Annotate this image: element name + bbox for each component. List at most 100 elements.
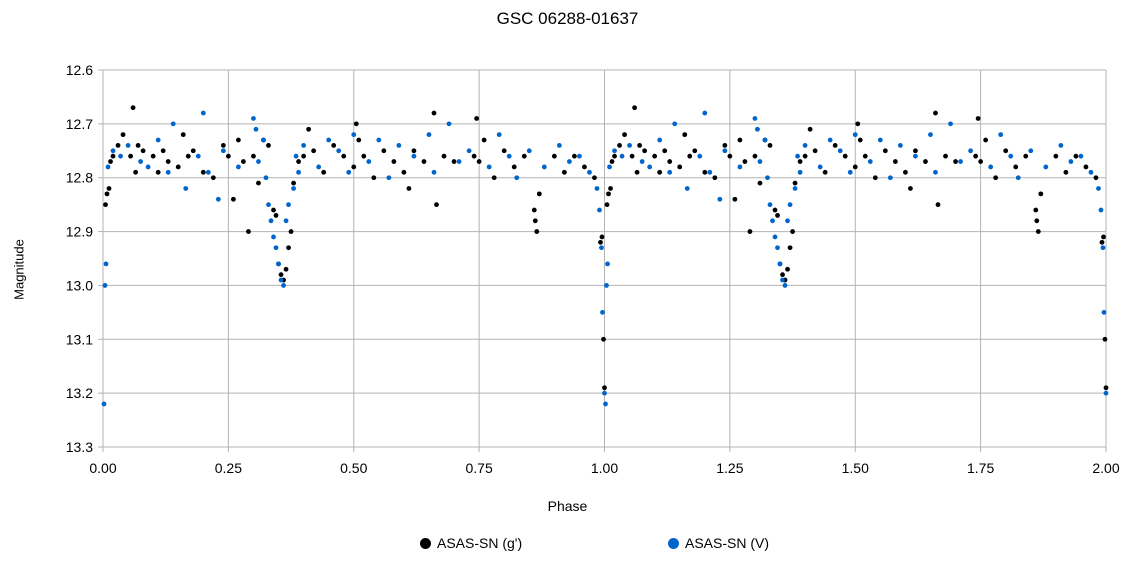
data-point-g: [534, 229, 540, 234]
data-point-v: [600, 309, 605, 315]
data-point-g: [601, 336, 606, 342]
data-point-g: [180, 132, 186, 138]
legend-label-g: ASAS-SN (g'): [437, 535, 523, 551]
data-point-v: [684, 186, 690, 191]
x-tick-label: 0.25: [215, 460, 242, 476]
data-point-g: [521, 153, 527, 159]
data-point-v: [266, 202, 271, 208]
data-point-g: [903, 169, 908, 175]
data-point-g: [606, 191, 611, 197]
data-point-g: [682, 132, 688, 138]
data-point-g: [291, 180, 296, 186]
data-point-g: [722, 143, 728, 148]
data-point-g: [130, 105, 136, 111]
data-point-g: [1038, 191, 1044, 197]
data-point-v: [541, 164, 547, 170]
data-point-v: [795, 153, 800, 159]
data-point-g: [190, 148, 196, 154]
data-point-g: [842, 153, 848, 159]
data-point-g: [612, 153, 617, 159]
x-tick-label: 2.00: [1092, 460, 1119, 476]
data-point-g: [266, 143, 271, 148]
data-point-v: [1068, 159, 1074, 164]
data-point-v: [968, 148, 973, 154]
data-point-g: [175, 164, 181, 170]
data-point-v: [200, 110, 206, 116]
data-point-g: [852, 164, 858, 170]
data-point-v: [251, 116, 256, 121]
data-point-g: [973, 153, 979, 159]
data-point-v: [672, 121, 678, 127]
data-point-v: [286, 202, 291, 208]
data-point-v: [446, 121, 452, 127]
data-point-g: [598, 239, 603, 245]
data-point-g: [511, 164, 517, 170]
data-point-g: [165, 159, 171, 164]
data-point-g: [855, 121, 861, 127]
data-point-g: [742, 159, 748, 164]
data-point-g: [1003, 148, 1009, 154]
data-point-v: [426, 132, 432, 138]
data-point-g: [993, 175, 999, 181]
data-point-v: [1100, 245, 1106, 251]
data-point-v: [376, 137, 382, 143]
data-point-g: [832, 143, 838, 148]
data-point-v: [762, 137, 768, 143]
data-point-g: [953, 159, 958, 164]
data-point-v: [456, 159, 462, 164]
data-point-g: [531, 207, 537, 213]
data-point-g: [943, 153, 948, 159]
data-point-v: [466, 148, 472, 154]
data-point-v: [263, 175, 269, 181]
data-point-v: [948, 121, 953, 127]
data-point-g: [1013, 164, 1019, 170]
data-point-g: [882, 148, 888, 154]
data-point-v: [928, 132, 933, 138]
data-point-v: [1078, 153, 1084, 159]
data-point-g: [712, 175, 718, 181]
data-point-v: [566, 159, 572, 164]
data-point-g: [288, 229, 294, 234]
data-point-g: [115, 143, 121, 148]
data-point-g: [160, 148, 166, 154]
data-point-v: [577, 153, 582, 159]
data-point-v: [215, 196, 221, 202]
data-point-v: [599, 245, 604, 251]
data-point-v: [667, 169, 673, 175]
y-tick-label: 12.9: [66, 224, 93, 240]
x-tick-label: 0.00: [89, 460, 116, 476]
data-point-g: [652, 153, 658, 159]
data-point-g: [321, 169, 327, 175]
legend-marker-icon: [668, 537, 679, 549]
data-point-v: [597, 207, 602, 213]
data-point-g: [637, 143, 643, 148]
data-point-v: [276, 261, 281, 267]
data-point-g: [872, 175, 878, 181]
data-point-g: [775, 213, 780, 218]
data-point-v: [817, 164, 823, 170]
data-point-v: [603, 401, 608, 407]
data-point-v: [138, 159, 144, 164]
data-point-v: [125, 143, 131, 148]
data-point-g: [1103, 385, 1109, 391]
data-point-g: [757, 180, 763, 186]
data-point-v: [765, 175, 770, 181]
data-point-g: [246, 229, 251, 234]
data-point-g: [780, 272, 785, 278]
data-point-g: [629, 153, 635, 159]
data-point-v: [1096, 186, 1101, 191]
data-point-g: [481, 137, 487, 143]
data-point-v: [797, 169, 803, 175]
y-tick-label: 13.2: [66, 385, 93, 401]
y-tick-label: 13.1: [66, 331, 93, 347]
data-point-g: [727, 153, 733, 159]
data-point-v: [933, 169, 938, 175]
data-point-g: [225, 153, 231, 159]
data-point-g: [536, 191, 542, 197]
data-point-v: [278, 277, 284, 283]
data-point-g: [667, 159, 673, 164]
chart-title: GSC 06288-01637: [496, 9, 639, 28]
data-point-g: [104, 191, 110, 197]
data-point-g: [296, 159, 301, 164]
data-point-v: [605, 261, 610, 267]
